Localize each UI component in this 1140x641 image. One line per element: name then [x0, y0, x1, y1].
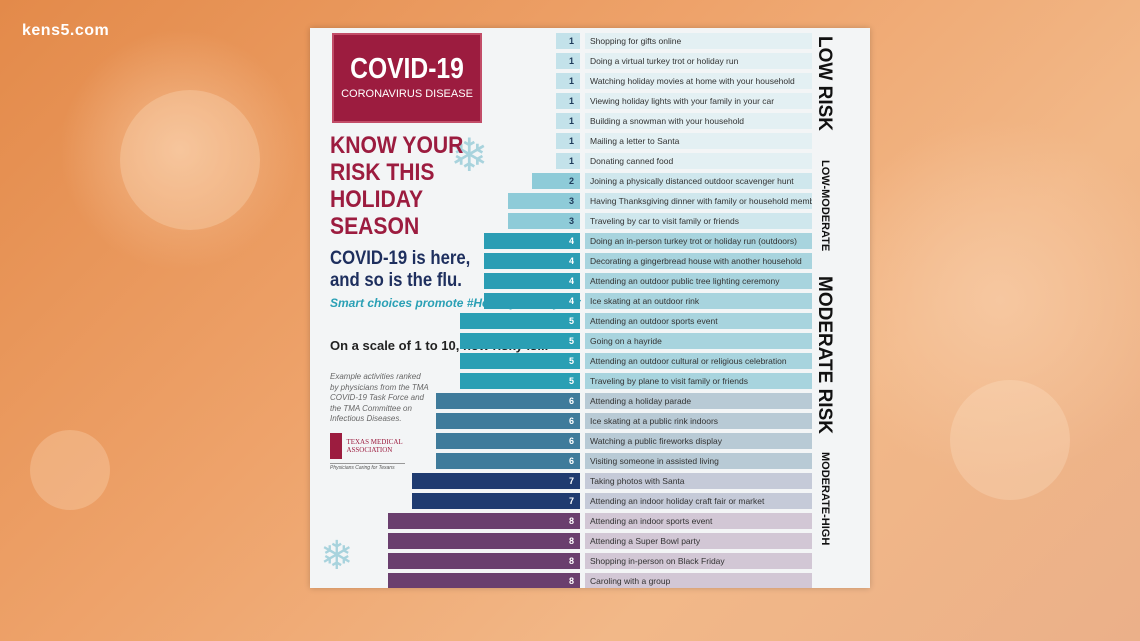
activity-label: Ice skating at a public rink indoors [585, 413, 812, 429]
org-tagline: Physicians Caring for Texans [330, 463, 405, 471]
risk-bar: 2 [532, 173, 580, 189]
activity-label: Viewing holiday lights with your family … [585, 93, 812, 109]
risk-bar: 6 [436, 453, 580, 469]
activity-label: Attending an indoor sports event [585, 513, 812, 529]
activity-label: Watching a public fireworks display [585, 433, 812, 449]
activity-label: Doing a virtual turkey trot or holiday r… [585, 53, 812, 69]
risk-bar: 3 [508, 213, 580, 229]
activity-label: Traveling by car to visit family or frie… [585, 213, 812, 229]
risk-bar: 6 [436, 413, 580, 429]
risk-bar: 5 [460, 333, 580, 349]
activity-label: Joining a physically distanced outdoor s… [585, 173, 812, 189]
subheadline: COVID-19 is here, and so is the flu. [330, 248, 471, 291]
risk-bar: 5 [460, 313, 580, 329]
band-label: MODERATE-HIGH [819, 452, 831, 546]
risk-bar: 8 [388, 573, 580, 588]
risk-bar: 7 [412, 473, 580, 489]
activity-label: Mailing a letter to Santa [585, 133, 812, 149]
activity-label: Ice skating at an outdoor rink [585, 293, 812, 309]
activity-label: Attending an outdoor cultural or religio… [585, 353, 812, 369]
risk-bar: 8 [388, 513, 580, 529]
activity-label: Doing an in-person turkey trot or holida… [585, 233, 812, 249]
channel-logo: kens5.com [22, 22, 110, 39]
risk-bar: 6 [436, 433, 580, 449]
bokeh-light [120, 90, 260, 230]
risk-bar: 4 [484, 253, 580, 269]
activity-label: Watching holiday movies at home with you… [585, 73, 812, 89]
risk-bar: 4 [484, 273, 580, 289]
risk-bar: 5 [460, 373, 580, 389]
band-label: MODERATE RISK [814, 276, 835, 434]
tma-logo: TEXAS MEDICAL ASSOCIATION Physicians Car… [330, 433, 405, 471]
risk-bar: 1 [556, 73, 580, 89]
org-name: TEXAS MEDICAL ASSOCIATION [346, 438, 403, 454]
headline: KNOW YOUR RISK THIS HOLIDAY SEASON [330, 132, 464, 240]
risk-bar: 7 [412, 493, 580, 509]
risk-bar: 5 [460, 353, 580, 369]
risk-bar: 1 [556, 113, 580, 129]
risk-bar: 1 [556, 93, 580, 109]
activity-label: Traveling by plane to visit family or fr… [585, 373, 812, 389]
activity-label: Attending an indoor holiday craft fair o… [585, 493, 812, 509]
risk-bar: 1 [556, 33, 580, 49]
risk-bar: 1 [556, 153, 580, 169]
risk-bar: 6 [436, 393, 580, 409]
risk-bar: 8 [388, 533, 580, 549]
bokeh-light [950, 380, 1070, 500]
snowflake-icon: ❄ [320, 534, 354, 578]
risk-bar: 8 [388, 553, 580, 569]
risk-bar: 3 [508, 193, 580, 209]
activity-label: Shopping in-person on Black Friday [585, 553, 812, 569]
activity-label: Visiting someone in assisted living [585, 453, 812, 469]
activity-label: Shopping for gifts online [585, 33, 812, 49]
activity-label: Building a snowman with your household [585, 113, 812, 129]
activity-label: Having Thanksgiving dinner with family o… [585, 193, 812, 209]
risk-bar: 1 [556, 133, 580, 149]
activity-label: Caroling with a group [585, 573, 812, 588]
infographic: ❄ ❄ COVID-19 CORONAVIRUS DISEASE KNOW YO… [310, 28, 870, 588]
activity-label: Decorating a gingerbread house with anot… [585, 253, 812, 269]
band-label: LOW-MODERATE [819, 160, 831, 252]
risk-bar: 1 [556, 53, 580, 69]
activity-label: Going on a hayride [585, 333, 812, 349]
activity-label: Attending a holiday parade [585, 393, 812, 409]
header-title: COVID-19 [350, 53, 464, 85]
risk-bar: 4 [484, 293, 580, 309]
activity-label: Attending an outdoor sports event [585, 313, 812, 329]
header-subtitle: CORONAVIRUS DISEASE [341, 88, 473, 100]
activity-label: Donating canned food [585, 153, 812, 169]
bokeh-light [30, 430, 110, 510]
activity-label: Taking photos with Santa [585, 473, 812, 489]
tma-star-icon [330, 433, 342, 459]
source-note: Example activities ranked by physicians … [330, 372, 429, 423]
activity-label: Attending an outdoor public tree lightin… [585, 273, 812, 289]
snowflake-icon: ❄ [450, 129, 489, 181]
activity-label: Attending a Super Bowl party [585, 533, 812, 549]
risk-bar: 4 [484, 233, 580, 249]
covid-header: COVID-19 CORONAVIRUS DISEASE [332, 33, 482, 123]
band-label: LOW RISK [814, 36, 835, 131]
